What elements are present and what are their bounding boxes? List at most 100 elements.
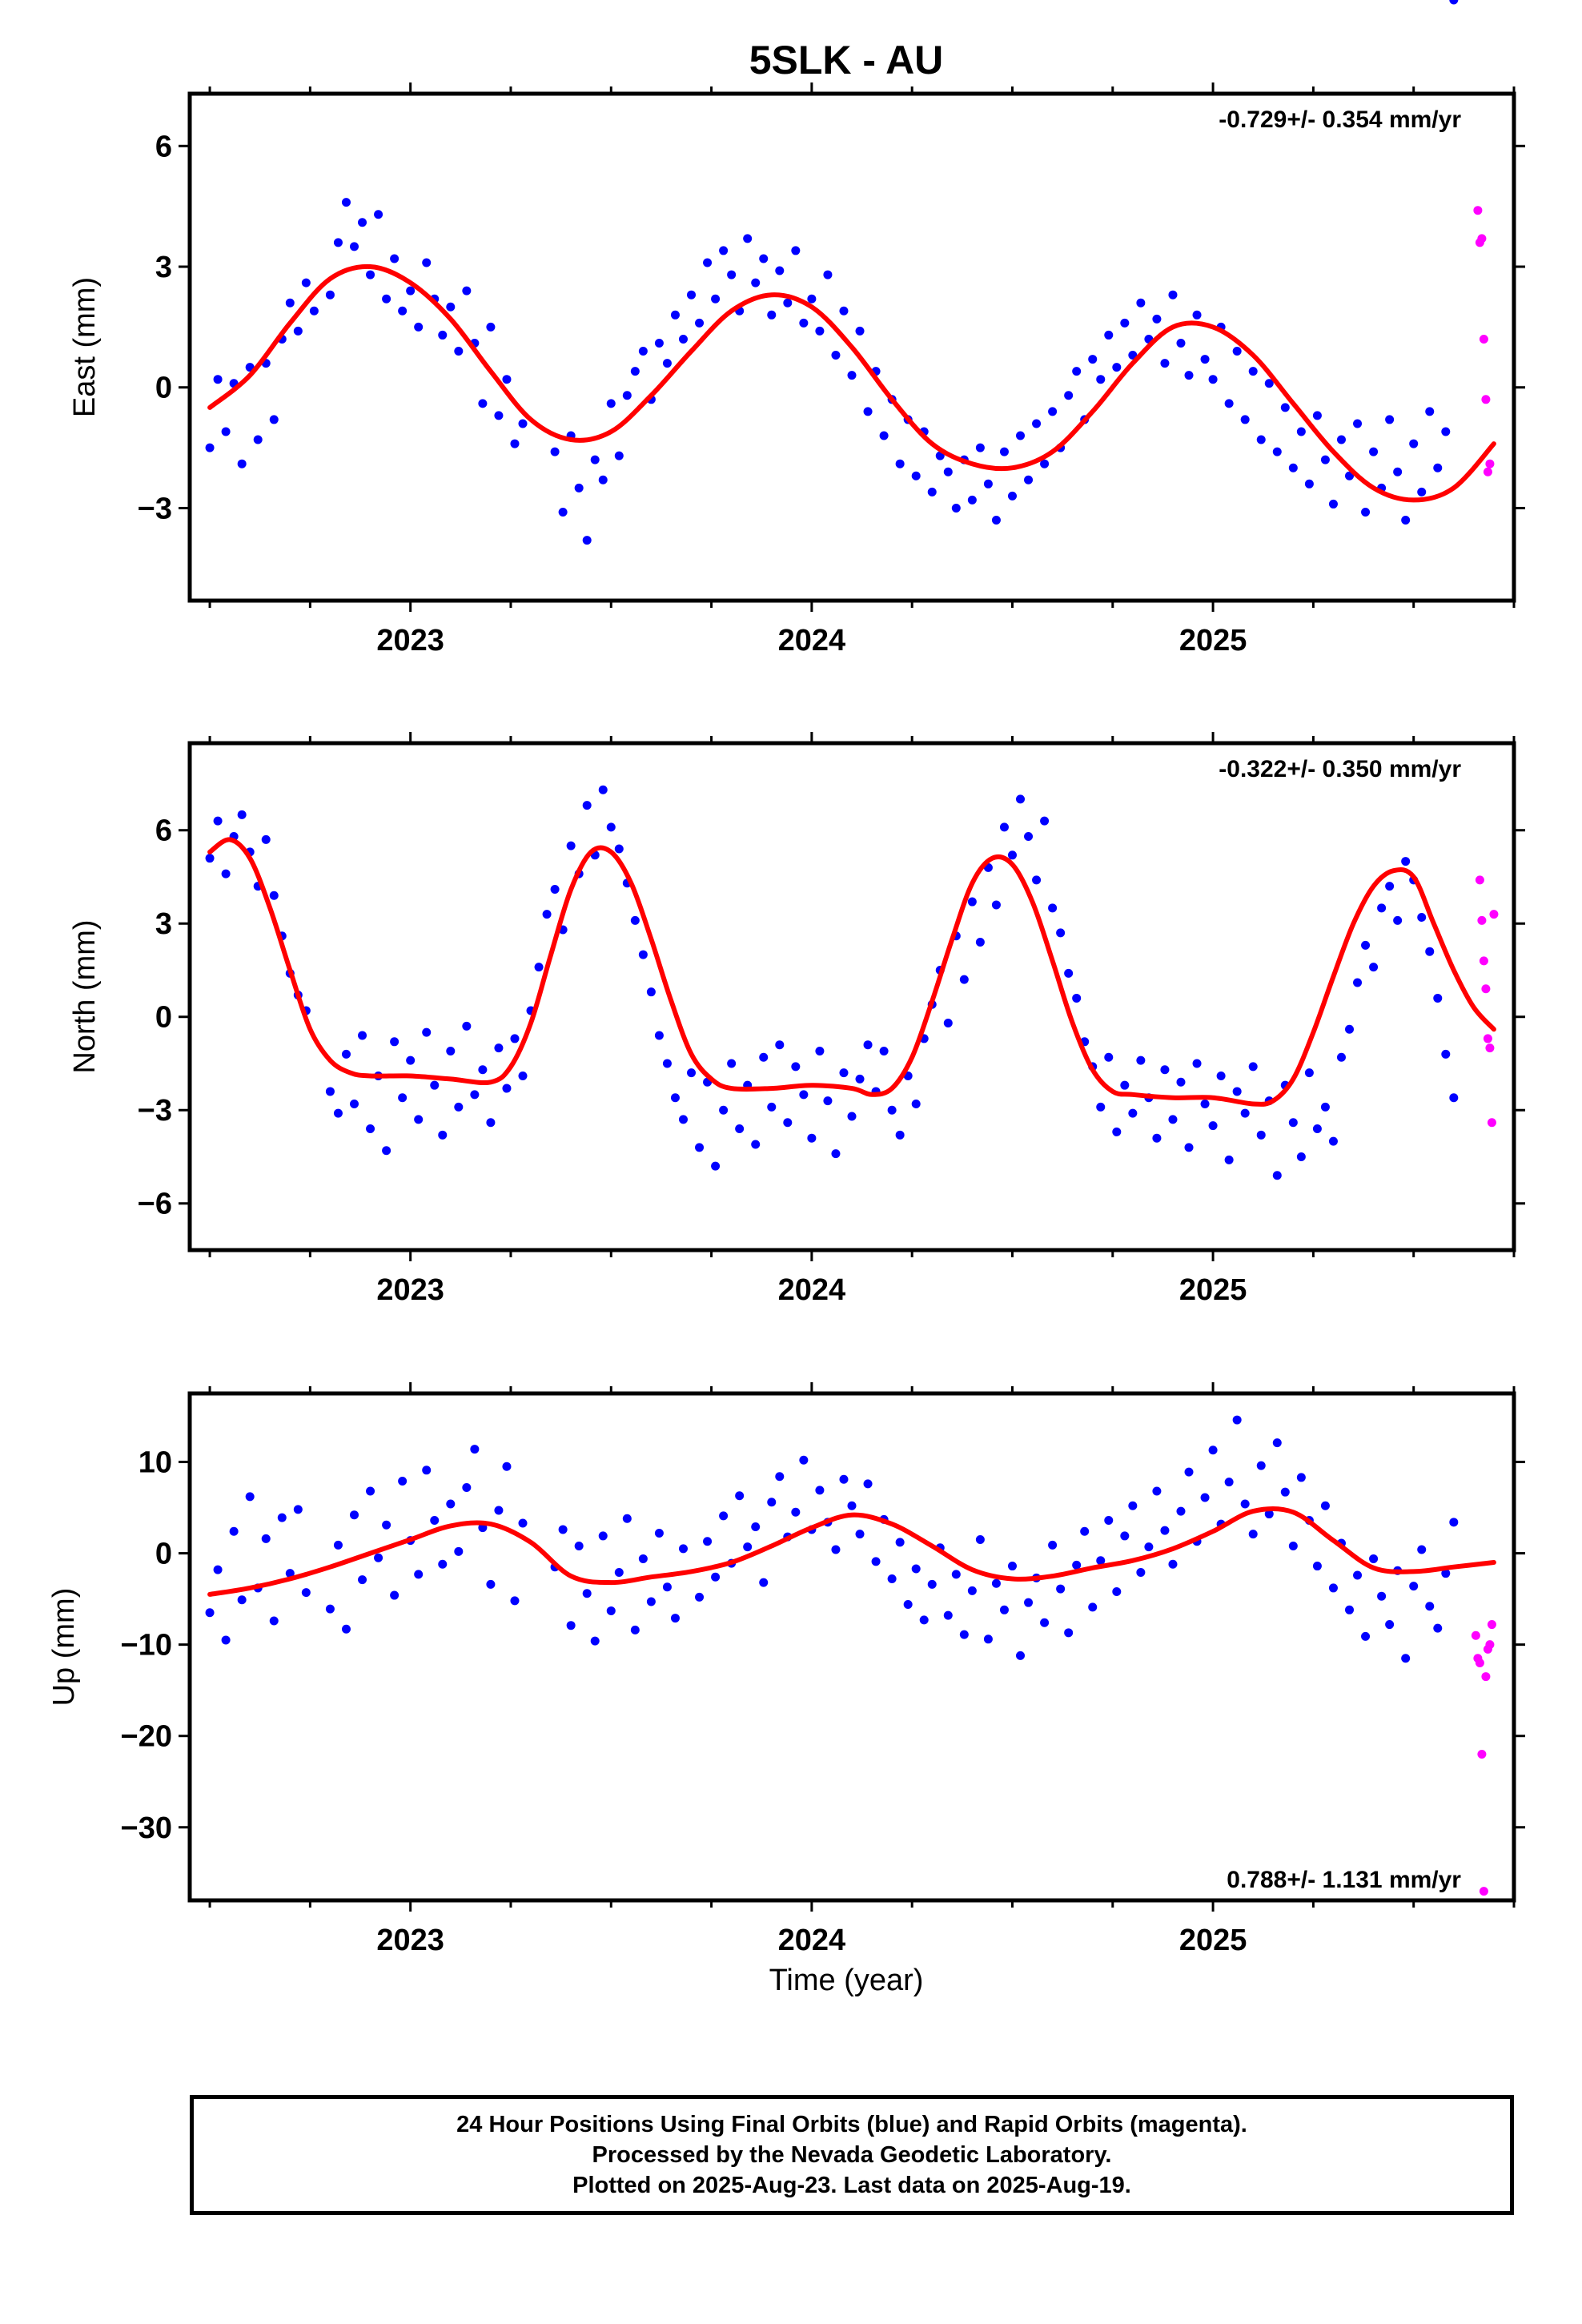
- plot-frame: [187, 1391, 1516, 1903]
- final-point: [775, 1040, 785, 1050]
- final-point: [1353, 1570, 1363, 1580]
- final-point: [719, 1511, 729, 1521]
- final-point: [767, 1102, 777, 1112]
- final-point: [799, 1455, 809, 1465]
- final-point: [1353, 419, 1363, 428]
- chart-title: 5SLK - AU: [749, 38, 944, 82]
- final-point: [382, 294, 391, 304]
- final-point: [711, 294, 721, 304]
- final-point: [358, 1575, 367, 1585]
- rapid-point: [1483, 1034, 1492, 1043]
- final-point: [390, 254, 400, 263]
- final-point: [1328, 1583, 1338, 1593]
- final-point: [638, 950, 648, 959]
- final-point: [606, 399, 616, 408]
- final-point: [213, 816, 223, 826]
- final-point: [1144, 1542, 1154, 1552]
- final-point: [510, 1034, 520, 1043]
- final-point: [863, 407, 873, 416]
- final-point: [221, 427, 231, 436]
- final-point: [1104, 330, 1114, 340]
- rapid-point: [1475, 1658, 1484, 1667]
- final-point: [1112, 363, 1122, 372]
- final-point: [646, 1597, 656, 1606]
- final-point: [983, 479, 993, 489]
- final-point: [349, 1510, 359, 1520]
- final-point: [823, 1096, 833, 1106]
- final-point: [325, 1604, 335, 1614]
- final-point: [1248, 1062, 1258, 1072]
- final-point: [678, 1115, 688, 1124]
- final-point: [711, 1572, 721, 1582]
- y-tick-label: −30: [121, 1811, 172, 1845]
- final-point: [654, 1031, 664, 1040]
- final-point: [943, 1019, 953, 1028]
- final-point: [1136, 1055, 1146, 1065]
- final-point: [839, 1068, 849, 1078]
- final-point: [1361, 940, 1371, 950]
- final-point: [1016, 794, 1026, 804]
- final-point: [1168, 290, 1178, 300]
- caption-line-1: 24 Hour Positions Using Final Orbits (bl…: [456, 2112, 1247, 2137]
- final-point: [237, 1595, 247, 1605]
- final-point: [382, 1520, 391, 1530]
- final-point: [831, 1545, 841, 1554]
- final-point: [1369, 447, 1379, 456]
- final-point: [614, 1568, 624, 1578]
- y-tick-label: −3: [138, 492, 172, 525]
- final-point: [1312, 411, 1322, 420]
- final-point: [1256, 435, 1266, 444]
- y-tick-label: 10: [139, 1446, 172, 1480]
- final-point: [759, 254, 769, 263]
- final-point: [398, 1093, 408, 1103]
- final-point: [863, 1040, 873, 1050]
- final-point: [333, 1540, 343, 1550]
- final-point: [1369, 1554, 1379, 1563]
- final-point: [366, 270, 375, 279]
- final-point: [975, 1534, 985, 1544]
- final-point: [1256, 1461, 1266, 1470]
- final-point: [1080, 1526, 1090, 1536]
- final-point: [927, 1579, 937, 1589]
- final-point: [414, 1115, 424, 1124]
- rapid-point: [1481, 395, 1491, 404]
- final-point: [807, 1133, 817, 1143]
- final-point: [1272, 1171, 1282, 1180]
- final-point: [855, 1530, 865, 1539]
- final-point: [1312, 1562, 1322, 1571]
- final-point: [1168, 1559, 1178, 1569]
- final-point: [662, 1582, 672, 1592]
- final-point: [1152, 1133, 1162, 1143]
- final-point: [670, 1614, 680, 1623]
- panel-east: 2023 2024 2025 −3 0 3 6 East (mm) -0.729+/- 0.35…: [68, 0, 1525, 657]
- final-point: [205, 854, 215, 863]
- final-point: [1280, 1487, 1290, 1497]
- final-point: [799, 318, 809, 328]
- final-point: [478, 1065, 488, 1075]
- final-point: [309, 306, 319, 316]
- final-point: [390, 1037, 400, 1047]
- final-point: [341, 198, 351, 207]
- final-point: [237, 459, 247, 468]
- rapid-point: [1471, 1630, 1480, 1640]
- final-point: [502, 1462, 512, 1471]
- final-point: [783, 1118, 793, 1128]
- final-point: [1208, 1121, 1218, 1131]
- fit-curve: [207, 1506, 1496, 1597]
- final-point: [1072, 1560, 1082, 1570]
- final-point: [398, 1476, 408, 1486]
- final-point: [518, 419, 528, 428]
- final-point: [630, 1625, 640, 1634]
- final-point: [959, 975, 969, 984]
- final-point: [1385, 882, 1395, 891]
- final-point: [911, 1564, 921, 1574]
- y-tick-label: −20: [121, 1720, 172, 1754]
- final-point: [695, 318, 705, 328]
- final-point: [1208, 1445, 1218, 1455]
- final-point: [1192, 1059, 1202, 1068]
- final-point: [1232, 1087, 1242, 1096]
- rapid-point: [1479, 956, 1488, 966]
- final-point: [1272, 1438, 1282, 1448]
- final-point: [237, 810, 247, 819]
- final-point: [438, 1130, 448, 1140]
